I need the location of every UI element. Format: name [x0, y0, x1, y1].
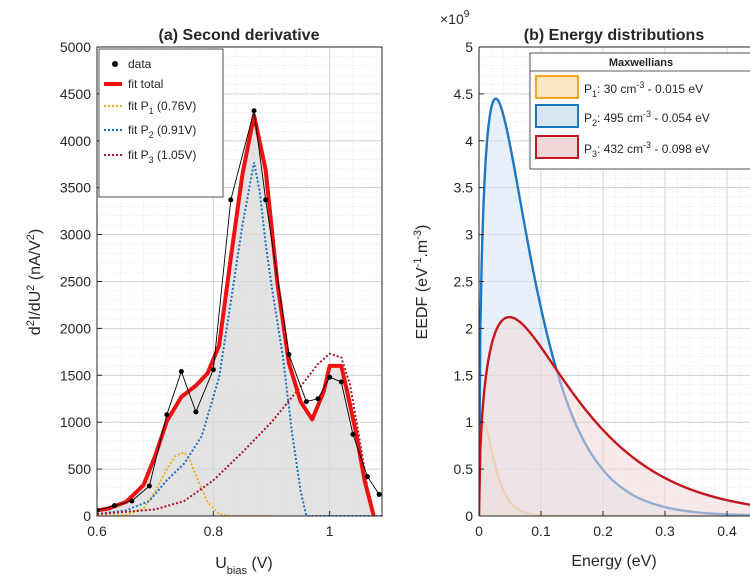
- legend-b-p2-swatch: [535, 104, 579, 128]
- legend-a-box: [98, 48, 224, 198]
- chart-b-ytick-label: 4: [465, 133, 473, 149]
- data-point: [146, 483, 152, 489]
- chart-b-xtick-label: 0: [475, 523, 483, 539]
- chart-a-xtick-label: 0.8: [204, 523, 224, 539]
- data-point: [303, 399, 309, 405]
- panel-a-second-derivative: (a) Second derivative 0.6 0.8 1 0 500 1000 150…: [25, 27, 383, 577]
- plot-a-ticks: 0.6 0.8 1 0 500 1000 1500 2000 2500 3000 3500 4000 4…: [60, 39, 334, 539]
- chart-b-ytick-label: 3.5: [454, 180, 474, 196]
- fit-total-line: [97, 113, 376, 516]
- chart-a-ytick-label: 2500: [60, 274, 91, 290]
- chart-b-xtick-label: 0.4: [717, 523, 737, 539]
- chart-a-xtick-label: 1: [326, 523, 334, 539]
- chart-a-ytick-label: 0: [83, 508, 91, 524]
- data-point: [193, 409, 199, 415]
- legend-a-data-marker: [112, 61, 118, 67]
- maxwellian-p3-area: [479, 317, 750, 516]
- data-point: [263, 197, 269, 203]
- data-point: [350, 431, 356, 437]
- legend-b-p3-label: P3: 432 cm-3 - 0.098 eV: [584, 140, 710, 159]
- legend-b-p2-label: P2: 495 cm-3 - 0.054 eV: [584, 109, 710, 128]
- chart-b-xtick-label: 0.2: [593, 523, 613, 539]
- fit-p2-line: [97, 162, 382, 516]
- data-point: [315, 396, 321, 402]
- data-point: [97, 507, 100, 513]
- legend-a-p1-label: fit P1 (0.76V): [128, 99, 196, 116]
- chart-b-ytick-label: 0.5: [454, 461, 474, 477]
- plot-a-frame: [96, 46, 383, 517]
- chart-a-xtick-label: 0.6: [87, 523, 107, 539]
- legend-a-data-label: data: [128, 57, 152, 71]
- chart-b-ytick-label: 0: [465, 508, 473, 524]
- plot-a-series-layer: [97, 108, 382, 516]
- chart-a-ytick-label: 2000: [60, 320, 91, 336]
- chart-a-ytick-label: 500: [68, 461, 92, 477]
- legend-a-p3-label: fit P3 (1.05V): [128, 148, 196, 165]
- legend-a-fit-total-label: fit total: [128, 77, 163, 91]
- chart-b-ytick-label: 2.5: [454, 274, 474, 290]
- data-point: [364, 474, 370, 480]
- data-point: [251, 108, 257, 114]
- plot-a-fill-layer: [97, 115, 374, 516]
- chart-a-ytick-label: 1500: [60, 367, 91, 383]
- chart-b-ytick-label: 1.5: [454, 367, 474, 383]
- chart-a-ytick-label: 5000: [60, 39, 91, 55]
- chart-a-title: (a) Second derivative: [159, 27, 320, 44]
- chart-a-ytick-label: 4500: [60, 86, 91, 102]
- chart-a-xlabel: Ubias (V): [215, 555, 273, 577]
- chart-b-xtick-label: 0.3: [655, 523, 675, 539]
- chart-b-xtick-label: 0.1: [531, 523, 551, 539]
- chart-b-ytick-label: 3: [465, 227, 473, 243]
- legend-b-title: Maxwellians: [609, 57, 673, 69]
- data-point: [210, 367, 216, 373]
- maxwellian-p3-curve: [479, 315, 750, 516]
- legend-b-p3-swatch: [535, 135, 579, 159]
- data-point: [376, 491, 382, 497]
- data-point: [129, 498, 135, 504]
- chart-b-xlabel: Energy (eV): [571, 553, 656, 570]
- data-point: [286, 352, 292, 358]
- data-point: [164, 412, 170, 418]
- chart-b-ylabel: EEDF (eV-1.m-3): [412, 225, 431, 340]
- legend-b-p1-swatch: [535, 75, 579, 99]
- chart-a-ytick-label: 1000: [60, 414, 91, 430]
- chart-b-title: (b) Energy distributions: [524, 27, 705, 44]
- chart-b-ytick-label: 1: [465, 414, 473, 430]
- fit-total-area: [97, 115, 374, 516]
- data-point: [338, 379, 344, 385]
- chart-b-ytick-label: 2: [465, 320, 473, 336]
- chart-a-ytick-label: 3000: [60, 227, 91, 243]
- chart-b-ytick-label: 5: [465, 39, 473, 55]
- legend-b-p1-label: P1: 30 cm-3 - 0.015 eV: [584, 80, 703, 99]
- data-point: [178, 369, 184, 375]
- chart-a-ytick-label: 4000: [60, 133, 91, 149]
- chart-a-ytick-label: 3500: [60, 180, 91, 196]
- legend-b: Maxwellians P1: 30 cm-3 - 0.015 eV P2: 4…: [529, 52, 750, 170]
- chart-b-multiplier: ×109: [440, 9, 470, 27]
- plot-b-series-layer: [479, 97, 750, 516]
- plot-b-ticks: 0 0.1 0.2 0.3 0.4 0 0.5 1 1.5 2 2.5 3 3.5 4 4.5 5: [454, 39, 737, 539]
- chart-a-ylabel: d2I/dU2 (nA/V2): [25, 229, 44, 335]
- legend-a: data fit total fit P1 (0.76V) fit P2 (0.…: [98, 48, 224, 198]
- data-point: [111, 503, 117, 509]
- data-point: [327, 374, 333, 380]
- legend-a-p2-label: fit P2 (0.91V): [128, 123, 196, 140]
- chart-b-ytick-label: 4.5: [454, 86, 474, 102]
- data-point: [228, 197, 234, 203]
- panel-b-energy-distributions: (b) Energy distributions ×109 0 0.1 0.2 0.3…: [412, 9, 750, 570]
